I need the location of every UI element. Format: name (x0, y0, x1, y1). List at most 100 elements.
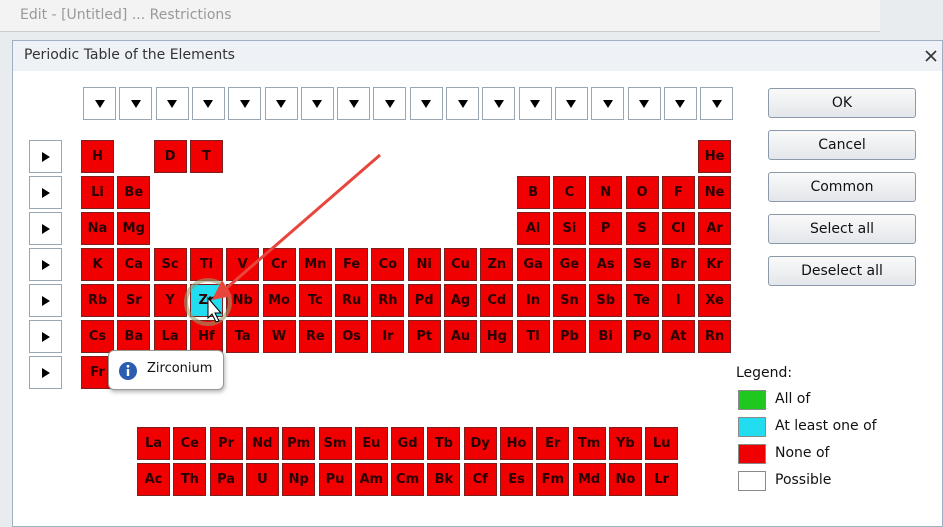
dialog-button[interactable]: Deselect all (768, 256, 916, 286)
element-cell[interactable]: Er (536, 427, 570, 460)
element-cell[interactable]: Nd (245, 427, 279, 460)
element-cell[interactable]: O (625, 176, 659, 209)
element-cell[interactable]: Ce (173, 427, 207, 460)
element-cell[interactable]: S (625, 212, 659, 245)
element-cell[interactable]: Br (661, 248, 695, 281)
element-cell[interactable]: Cd (480, 284, 514, 317)
element-cell[interactable]: Co (371, 248, 405, 281)
element-cell[interactable]: Sm (318, 427, 352, 460)
element-cell[interactable]: At (661, 320, 695, 353)
element-cell[interactable]: Te (625, 284, 659, 317)
element-cell[interactable]: Ba (117, 320, 151, 353)
element-cell[interactable]: In (516, 284, 550, 317)
element-cell[interactable]: Al (516, 212, 550, 245)
element-cell[interactable]: Tl (516, 320, 550, 353)
element-cell[interactable]: Tb (427, 427, 461, 460)
element-cell[interactable]: Nb (226, 284, 260, 317)
element-cell[interactable]: Li (81, 176, 114, 209)
element-cell[interactable]: Po (625, 320, 659, 353)
element-cell[interactable]: Rn (698, 320, 732, 353)
element-cell[interactable]: W (262, 320, 296, 353)
element-cell[interactable]: Ag (444, 284, 477, 317)
column-select-button[interactable] (591, 87, 625, 120)
column-select-button[interactable] (83, 87, 116, 120)
element-cell[interactable]: Cl (661, 212, 695, 245)
element-cell[interactable]: Pu (318, 463, 352, 496)
element-cell[interactable]: Tc (298, 284, 332, 317)
column-select-button[interactable] (482, 87, 516, 120)
dialog-button[interactable]: OK (768, 88, 916, 118)
dialog-button[interactable]: Cancel (768, 130, 916, 160)
element-cell[interactable]: T (189, 140, 223, 173)
element-cell[interactable]: Os (335, 320, 369, 353)
element-cell[interactable]: Sr (117, 284, 151, 317)
element-cell[interactable]: La (153, 320, 187, 353)
column-select-button[interactable] (228, 87, 262, 120)
element-cell[interactable]: Np (282, 463, 316, 496)
element-cell[interactable]: N (589, 176, 623, 209)
element-cell[interactable]: Fm (536, 463, 570, 496)
element-cell[interactable]: Kr (698, 248, 732, 281)
row-select-button[interactable] (29, 212, 62, 245)
element-cell[interactable]: Lr (645, 463, 679, 496)
element-cell[interactable]: Pt (407, 320, 441, 353)
element-cell[interactable]: Xe (698, 284, 732, 317)
element-cell[interactable]: Fe (335, 248, 369, 281)
row-select-button[interactable] (29, 284, 62, 317)
element-cell[interactable]: Cf (463, 463, 497, 496)
element-cell[interactable]: H (81, 140, 114, 173)
element-cell[interactable]: Rb (81, 284, 114, 317)
element-cell[interactable]: P (589, 212, 623, 245)
column-select-button[interactable] (627, 87, 661, 120)
element-cell[interactable]: Ho (500, 427, 533, 460)
element-cell[interactable]: Se (625, 248, 659, 281)
close-button[interactable] (925, 50, 937, 62)
element-cell[interactable]: Lu (645, 427, 679, 460)
column-select-button[interactable] (264, 87, 298, 120)
column-select-button[interactable] (337, 87, 371, 120)
element-cell[interactable]: Pm (282, 427, 316, 460)
element-cell[interactable]: Md (572, 463, 606, 496)
element-cell[interactable]: Pr (209, 427, 243, 460)
element-cell[interactable]: C (552, 176, 586, 209)
element-cell[interactable]: No (608, 463, 642, 496)
element-cell[interactable]: U (245, 463, 279, 496)
element-cell[interactable]: Mo (262, 284, 296, 317)
element-cell[interactable]: Ti (189, 248, 223, 281)
element-cell[interactable]: La (137, 427, 170, 460)
element-cell[interactable]: I (661, 284, 695, 317)
element-cell[interactable]: Si (552, 212, 586, 245)
column-select-button[interactable] (518, 87, 552, 120)
element-cell[interactable]: Cs (81, 320, 114, 353)
element-cell[interactable]: Sn (552, 284, 586, 317)
element-cell[interactable]: Zn (480, 248, 514, 281)
element-cell[interactable]: Pa (209, 463, 243, 496)
element-cell[interactable]: K (81, 248, 114, 281)
element-cell[interactable]: Mg (117, 212, 151, 245)
element-cell[interactable]: Bi (589, 320, 623, 353)
element-cell[interactable]: Ir (371, 320, 405, 353)
element-cell[interactable]: Ge (552, 248, 586, 281)
element-cell[interactable]: Re (298, 320, 332, 353)
element-cell[interactable]: Cr (262, 248, 296, 281)
element-cell[interactable]: Au (444, 320, 477, 353)
row-select-button[interactable] (29, 140, 62, 173)
row-select-button[interactable] (29, 356, 62, 389)
element-cell[interactable]: Ga (516, 248, 550, 281)
element-cell[interactable]: Ac (137, 463, 170, 496)
element-cell[interactable]: Ar (698, 212, 732, 245)
column-select-button[interactable] (300, 87, 334, 120)
element-cell[interactable]: V (226, 248, 260, 281)
element-cell[interactable]: Y (153, 284, 187, 317)
element-cell[interactable]: Tm (572, 427, 606, 460)
element-cell[interactable]: Sb (589, 284, 623, 317)
element-cell[interactable]: Eu (354, 427, 388, 460)
row-select-button[interactable] (29, 176, 62, 209)
element-cell[interactable]: Pb (552, 320, 586, 353)
element-cell[interactable]: Ca (117, 248, 151, 281)
column-select-button[interactable] (554, 87, 588, 120)
element-cell[interactable]: Be (117, 176, 151, 209)
column-select-button[interactable] (155, 87, 189, 120)
element-cell[interactable]: Hf (189, 320, 223, 353)
element-cell[interactable]: Ta (226, 320, 260, 353)
